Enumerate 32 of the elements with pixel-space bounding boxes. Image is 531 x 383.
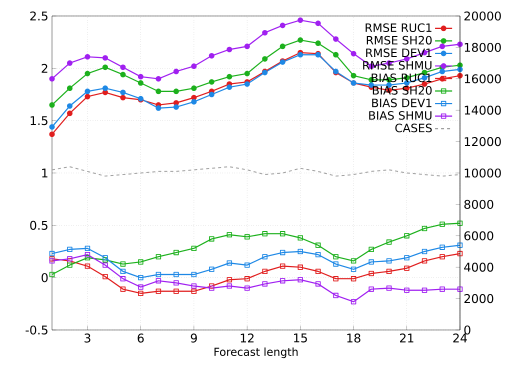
y2-tick-label: 0 bbox=[464, 325, 470, 335]
y2-tick-label: 18000 bbox=[464, 42, 501, 52]
legend-label: CASES bbox=[395, 124, 432, 132]
y2-tick-label: 12000 bbox=[464, 137, 501, 146]
x-tick-label: 15 bbox=[294, 334, 307, 342]
legend-label: RMSE RUC1 bbox=[366, 23, 432, 32]
y2-tick-label: 6000 bbox=[464, 231, 494, 240]
y2-tick-label: 16000 bbox=[464, 74, 501, 84]
y-tick-label: 0 bbox=[42, 273, 48, 282]
y2-tick-label: 10000 bbox=[464, 168, 501, 178]
y-tick-label: 2.5 bbox=[30, 11, 48, 21]
y2-tick-label: 2000 bbox=[464, 294, 494, 304]
x-tick-label: 9 bbox=[190, 334, 197, 343]
x-tick-label: 6 bbox=[138, 334, 144, 343]
x-tick-label: 3 bbox=[84, 334, 90, 343]
legend-label: RMSE SH20 bbox=[366, 36, 432, 45]
x-tick-label: 21 bbox=[400, 334, 414, 342]
y2-tick-label: 14000 bbox=[464, 106, 501, 115]
legend-label: BIAS DEV1 bbox=[372, 98, 432, 108]
y-tick-label: 0.5 bbox=[30, 220, 48, 230]
legend-label: BIAS SHMU bbox=[369, 111, 432, 120]
x-tick-label: 24 bbox=[453, 334, 467, 342]
y-tick-label: 1.5 bbox=[30, 116, 48, 126]
y-tick-label: 1 bbox=[42, 168, 48, 178]
x-tick-label: 18 bbox=[347, 334, 360, 343]
x-axis-title: Forecast length bbox=[214, 347, 298, 358]
y-tick-label: 2 bbox=[42, 64, 48, 73]
y-tick-label: -0.5 bbox=[26, 325, 48, 335]
y2-tick-label: 20000 bbox=[464, 11, 501, 21]
y2-tick-label: 8000 bbox=[464, 200, 494, 209]
x-tick-label: 12 bbox=[240, 334, 254, 342]
y2-tick-label: 4000 bbox=[464, 262, 494, 272]
